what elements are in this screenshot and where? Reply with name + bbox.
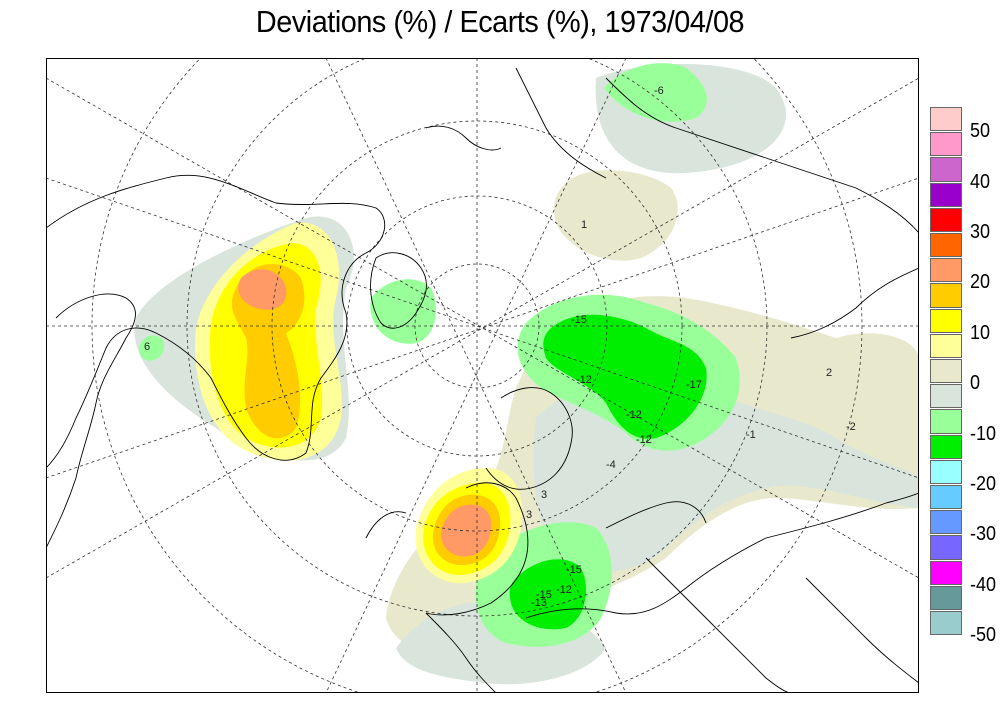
legend-label: 0	[970, 372, 981, 395]
legend-swatch	[930, 585, 962, 610]
contour-label: 3	[526, 509, 532, 521]
legend-swatch	[930, 384, 962, 409]
polar-map: 6 -15 -12 -17 -12 -12 -15 -13 -12 -15 3 …	[46, 58, 919, 693]
contour-label: 3	[541, 489, 547, 501]
positive-anomaly-europe	[415, 468, 523, 584]
contour-label: -12	[626, 409, 642, 421]
contour-label: -12	[636, 434, 652, 446]
legend-label: -10	[970, 422, 997, 445]
legend-swatch	[930, 233, 962, 258]
contour-label: 1	[581, 219, 587, 231]
legend-swatch	[930, 157, 962, 182]
legend-swatch	[930, 283, 962, 308]
legend-label: -30	[970, 523, 997, 546]
legend-swatch	[930, 308, 962, 333]
contour-label: 6	[144, 341, 150, 353]
legend-swatch	[930, 535, 962, 560]
map-title: Deviations (%) / Ecarts (%), 1973/04/08	[255, 4, 745, 39]
contour-label: -1	[746, 429, 756, 441]
legend-swatch	[930, 258, 962, 283]
legend-label: 20	[970, 271, 991, 294]
legend-label: -20	[970, 473, 997, 495]
legend-swatch	[930, 207, 962, 232]
legend-swatch	[930, 510, 962, 535]
contour-label: -13	[531, 597, 547, 609]
legend-label: 10	[970, 321, 991, 344]
legend-swatch	[930, 132, 962, 157]
legend-swatch	[930, 459, 962, 484]
contour-label: -12	[576, 374, 592, 386]
legend-label: -40	[970, 573, 997, 596]
contour-label: -15	[571, 314, 587, 326]
legend-swatch	[930, 409, 962, 434]
legend-swatch	[930, 434, 962, 459]
positive-anomaly-west	[195, 222, 342, 461]
contour-label: -15	[536, 589, 552, 601]
legend-swatch	[930, 333, 962, 358]
legend-label: -50	[970, 624, 997, 647]
legend-swatch	[930, 560, 962, 585]
contour-label: -15	[566, 564, 582, 576]
legend-swatch	[930, 359, 962, 384]
contour-label: -2	[846, 421, 856, 433]
legend-label: 30	[970, 221, 991, 243]
legend-swatch	[930, 611, 962, 636]
map-frame	[46, 58, 919, 693]
contour-label: -12	[556, 584, 572, 596]
legend-label: 50	[970, 120, 991, 143]
legend-swatch	[930, 107, 962, 132]
contour-labels: 6 -15 -12 -17 -12 -12 -15 -13 -12 -15 3 …	[144, 85, 856, 609]
coastlines	[46, 67, 919, 693]
legend-swatch	[930, 182, 962, 207]
contour-label: -17	[686, 379, 702, 391]
negative-anomaly-fields	[139, 63, 740, 647]
graticule	[46, 58, 919, 693]
legend-label: 40	[970, 170, 991, 193]
legend-swatch	[930, 485, 962, 510]
contour-label: 2	[826, 367, 832, 379]
contour-label: -6	[654, 85, 664, 97]
contour-label: -4	[606, 459, 616, 471]
